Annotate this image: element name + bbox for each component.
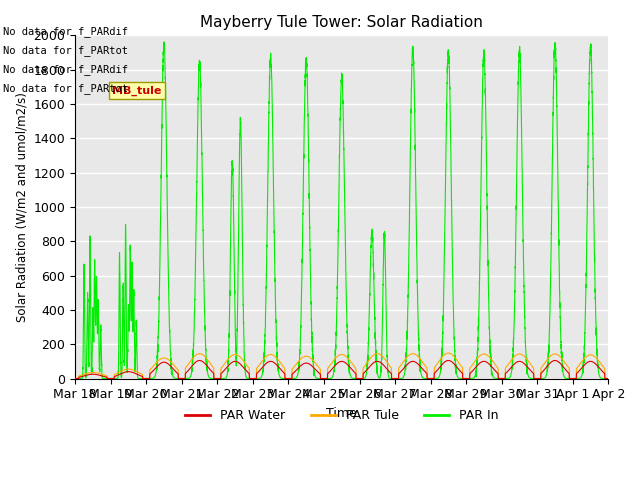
Text: MB_tule: MB_tule	[113, 85, 162, 96]
Y-axis label: Solar Radiation (W/m2 and umol/m2/s): Solar Radiation (W/m2 and umol/m2/s)	[15, 92, 28, 322]
Text: No data for f_PARtot: No data for f_PARtot	[3, 45, 128, 56]
X-axis label: Time: Time	[326, 407, 357, 420]
Text: No data for f_PARdif: No data for f_PARdif	[3, 25, 128, 36]
Text: No data for f_PARtot: No data for f_PARtot	[3, 83, 128, 94]
Legend: PAR Water, PAR Tule, PAR In: PAR Water, PAR Tule, PAR In	[180, 404, 503, 427]
Title: Mayberry Tule Tower: Solar Radiation: Mayberry Tule Tower: Solar Radiation	[200, 15, 483, 30]
Text: No data for f_PARdif: No data for f_PARdif	[3, 64, 128, 75]
